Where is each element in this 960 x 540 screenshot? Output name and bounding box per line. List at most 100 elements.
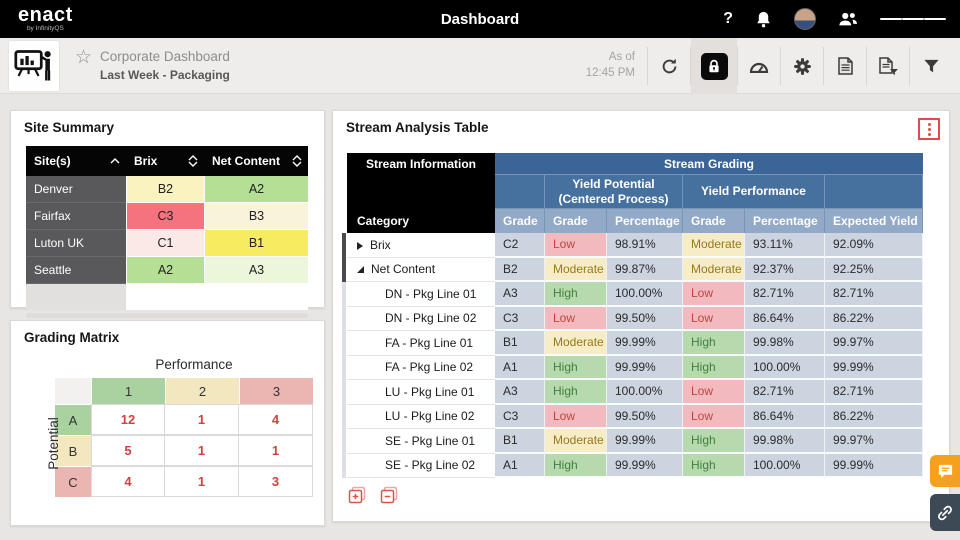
performance-percentage-cell: 82.71% <box>745 282 825 307</box>
potential-grade-cell: High <box>545 355 607 380</box>
table-row[interactable]: Fairfax C3 B3 <box>26 203 308 230</box>
expand-all-button[interactable] <box>348 486 366 509</box>
top-app-bar: enact by InfinityQS Dashboard ? <box>0 0 960 38</box>
matrix-cell[interactable]: 5 <box>91 435 165 466</box>
user-groups-button[interactable] <box>838 11 858 27</box>
horizontal-scrollbar[interactable] <box>26 313 308 318</box>
help-button[interactable]: ? <box>723 10 733 28</box>
matrix-row-header: A <box>55 404 91 435</box>
lock-button[interactable] <box>691 38 737 94</box>
favorite-star-button[interactable]: ☆ <box>75 46 92 69</box>
notifications-button[interactable] <box>755 10 772 28</box>
site-cell: Fairfax <box>26 203 126 230</box>
divider <box>909 47 910 85</box>
grade-cell: A3 <box>495 282 545 307</box>
expected-yield-cell: 99.97% <box>825 429 923 454</box>
potential-grade-cell: Low <box>545 306 607 331</box>
potential-percentage-cell: 100.00% <box>607 380 683 405</box>
matrix-col-header: 1 <box>91 378 165 404</box>
table-row[interactable]: LU - Pkg Line 01 A3 High 100.00% Low 82.… <box>347 380 923 405</box>
potential-percentage-cell: 99.87% <box>607 257 683 282</box>
potential-percentage-cell: 99.50% <box>607 404 683 429</box>
table-row[interactable]: DN - Pkg Line 01 A3 High 100.00% Low 82.… <box>347 282 923 307</box>
gauge-button[interactable] <box>738 38 780 94</box>
table-row[interactable]: Brix C2 Low 98.91% Moderate 93.11% 92.09… <box>347 233 923 258</box>
matrix-cell[interactable]: 4 <box>91 466 165 497</box>
table-row[interactable]: SE - Pkg Line 02 A1 High 99.99% High 100… <box>347 453 923 478</box>
dashboard-presentation-button[interactable] <box>9 40 59 91</box>
refresh-button[interactable] <box>648 38 690 94</box>
table-row[interactable]: LU - Pkg Line 02 C3 Low 99.50% Low 86.64… <box>347 404 923 429</box>
dashboard-subtitle: Last Week - Packaging <box>100 68 230 82</box>
matrix-cell[interactable]: 1 <box>239 435 313 466</box>
table-row[interactable]: FA - Pkg Line 02 A1 High 99.99% High 100… <box>347 355 923 380</box>
performance-percentage-cell: 99.98% <box>745 331 825 356</box>
potential-grade-cell: Moderate <box>545 429 607 454</box>
share-link-button[interactable] <box>930 494 960 531</box>
matrix-cell[interactable]: 12 <box>91 404 165 435</box>
header-category: Category <box>347 209 495 233</box>
site-cell: Denver <box>26 176 126 203</box>
potential-percentage-cell: 99.99% <box>607 453 683 478</box>
user-avatar[interactable] <box>794 8 816 30</box>
presentation-icon <box>14 49 51 81</box>
sort-both-icon <box>188 155 198 167</box>
grade-cell[interactable]: C3 <box>126 203 204 230</box>
expand-icon[interactable] <box>357 241 363 250</box>
grade-cell[interactable]: B2 <box>126 176 204 203</box>
table-row-empty <box>26 284 308 310</box>
table-row[interactable]: DN - Pkg Line 02 C3 Low 99.50% Low 86.64… <box>347 306 923 331</box>
potential-percentage-cell: 98.91% <box>607 233 683 258</box>
table-row[interactable]: Net Content B2 Moderate 99.87% Moderate … <box>347 257 923 282</box>
grade-cell[interactable]: B3 <box>204 203 308 230</box>
potential-grade-cell: Moderate <box>545 257 607 282</box>
header-grade: Grade <box>683 209 745 233</box>
funnel-icon <box>923 59 939 72</box>
grade-cell[interactable]: A2 <box>126 257 204 284</box>
report-button[interactable] <box>824 38 866 94</box>
potential-grade-cell: Low <box>545 233 607 258</box>
chat-bubble-icon <box>938 464 952 478</box>
column-header-net-content[interactable]: Net Content <box>204 146 308 176</box>
filtered-report-button[interactable] <box>867 38 909 94</box>
scrollbar-thumb[interactable] <box>342 233 346 282</box>
feedback-chat-button[interactable] <box>930 455 960 487</box>
menu-icon <box>880 17 902 21</box>
collapse-all-button[interactable] <box>380 486 398 509</box>
table-row[interactable]: Seattle A2 A3 <box>26 257 308 284</box>
expected-yield-cell: 82.71% <box>825 380 923 405</box>
matrix-cell[interactable]: 1 <box>165 466 239 497</box>
settings-button[interactable] <box>781 38 823 94</box>
filter-button[interactable] <box>910 38 952 94</box>
matrix-cell[interactable]: 4 <box>239 404 313 435</box>
matrix-cell[interactable]: 3 <box>239 466 313 497</box>
question-mark-icon: ? <box>723 10 733 27</box>
potential-grade-cell: High <box>545 453 607 478</box>
potential-grade-cell: Moderate <box>545 331 607 356</box>
grade-cell[interactable]: C1 <box>126 230 204 257</box>
expected-yield-cell: 86.22% <box>825 404 923 429</box>
collapse-icon[interactable] <box>357 266 364 274</box>
header-spacer <box>495 175 545 209</box>
card-menu-button[interactable] <box>918 118 940 140</box>
grade-cell[interactable]: A3 <box>204 257 308 284</box>
table-row[interactable]: FA - Pkg Line 01 B1 Moderate 99.99% High… <box>347 331 923 356</box>
table-row[interactable]: Luton UK C1 B1 <box>26 230 308 257</box>
grade-cell[interactable]: B1 <box>204 230 308 257</box>
grade-cell[interactable]: A2 <box>204 176 308 203</box>
performance-grade-cell: Low <box>683 404 745 429</box>
potential-grade-cell: High <box>545 282 607 307</box>
vertical-scrollbar[interactable] <box>342 233 346 478</box>
menu-button[interactable] <box>880 14 946 24</box>
matrix-cell[interactable]: 1 <box>165 435 239 466</box>
table-row[interactable]: SE - Pkg Line 01 B1 Moderate 99.99% High… <box>347 429 923 454</box>
stream-analysis-card: Stream Analysis Table Stream Information… <box>332 110 950 522</box>
column-header-sites[interactable]: Site(s) <box>26 146 126 176</box>
link-icon <box>938 505 952 520</box>
card-title: Stream Analysis Table <box>346 120 489 135</box>
table-row[interactable]: Denver B2 A2 <box>26 176 308 203</box>
matrix-cell[interactable]: 1 <box>165 404 239 435</box>
column-header-brix[interactable]: Brix <box>126 146 204 176</box>
matrix-col-header: 2 <box>165 378 239 404</box>
site-cell: Luton UK <box>26 230 126 257</box>
